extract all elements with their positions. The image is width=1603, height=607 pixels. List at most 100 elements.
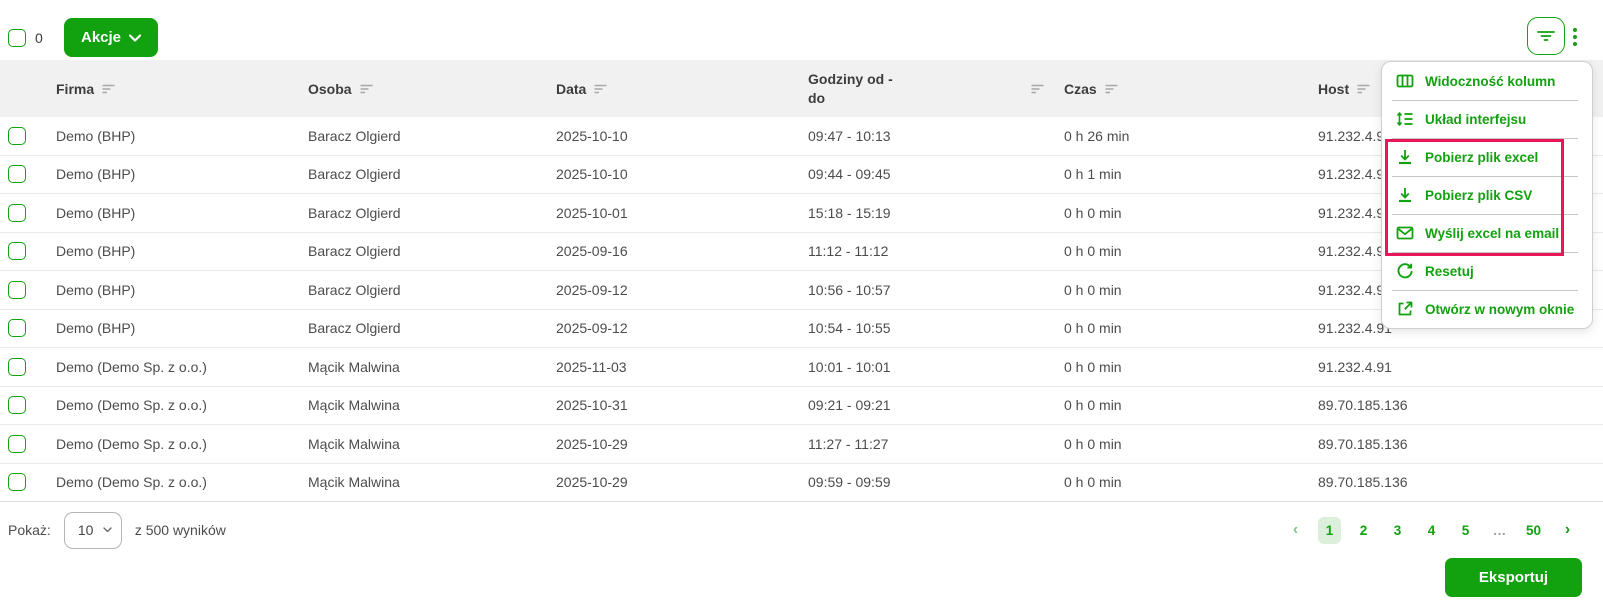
cell-firma: Demo (BHP) bbox=[56, 166, 136, 183]
download-icon bbox=[1399, 150, 1411, 165]
row-checkbox[interactable] bbox=[8, 280, 26, 299]
cell-osoba: Mącik Malwina bbox=[308, 358, 400, 375]
cell-firma: Demo (Demo Sp. z o.o.) bbox=[56, 435, 207, 452]
kebab-menu-button[interactable] bbox=[1568, 25, 1582, 49]
column-header-data[interactable]: Data bbox=[548, 81, 800, 97]
row-checkbox[interactable] bbox=[8, 126, 26, 145]
cell-czas: 0 h 0 min bbox=[1064, 243, 1122, 260]
cell-host: 91.232.4.91 bbox=[1318, 320, 1392, 337]
cell-data: 2025-10-31 bbox=[556, 397, 628, 414]
cell-osoba: Mącik Malwina bbox=[308, 474, 400, 491]
cell-godziny: 15:18 - 15:19 bbox=[808, 204, 891, 221]
cell-osoba: Baracz Olgierd bbox=[308, 127, 401, 144]
actions-button-label: Akcje bbox=[81, 29, 122, 46]
menu-item-label: Pobierz plik CSV bbox=[1425, 187, 1533, 203]
menu-item-column-visibility[interactable]: Widoczność kolumn bbox=[1382, 62, 1592, 100]
cell-osoba: Baracz Olgierd bbox=[308, 243, 401, 260]
table-header: Firma Osoba Data Godziny od - do Cza bbox=[0, 60, 1603, 117]
kebab-dot bbox=[1573, 28, 1577, 32]
pagination-page-1[interactable]: 1 bbox=[1318, 516, 1341, 544]
columns-icon bbox=[1396, 74, 1414, 88]
cell-godziny: 09:47 - 10:13 bbox=[808, 127, 891, 144]
row-checkbox[interactable] bbox=[8, 473, 26, 492]
pagination-page-50[interactable]: 50 bbox=[1522, 517, 1545, 544]
table-row: Demo (BHP) Baracz Olgierd 2025-10-10 09:… bbox=[0, 156, 1603, 194]
pagination-page-3[interactable]: 3 bbox=[1386, 517, 1409, 544]
cell-host: 91.232.4.91 bbox=[1318, 243, 1392, 260]
cell-data: 2025-09-16 bbox=[556, 243, 628, 260]
row-checkbox[interactable] bbox=[8, 242, 26, 261]
select-all-group: 0 bbox=[8, 29, 43, 47]
toolbar: 0 Akcje bbox=[0, 0, 1603, 60]
table-row: Demo (Demo Sp. z o.o.) Mącik Malwina 202… bbox=[0, 387, 1603, 425]
cell-data: 2025-10-10 bbox=[556, 166, 628, 183]
row-checkbox[interactable] bbox=[8, 203, 26, 222]
cell-host: 91.232.4.91 bbox=[1318, 127, 1392, 144]
pagination-prev-button[interactable]: ‹ bbox=[1284, 517, 1307, 544]
page-size-select[interactable]: 10 bbox=[63, 511, 122, 549]
filter-icon bbox=[1537, 31, 1555, 41]
menu-item-open-new-window[interactable]: Otwórz w nowym oknie bbox=[1382, 290, 1592, 328]
column-header-osoba[interactable]: Osoba bbox=[300, 81, 548, 97]
cell-firma: Demo (BHP) bbox=[56, 204, 136, 221]
menu-item-download-csv[interactable]: Pobierz plik CSV bbox=[1382, 176, 1592, 214]
filter-button[interactable] bbox=[1527, 17, 1565, 55]
column-header-czas[interactable]: Czas bbox=[1056, 81, 1310, 97]
column-label: Data bbox=[556, 80, 587, 97]
sort-icon bbox=[1357, 84, 1370, 93]
column-label: Host bbox=[1318, 80, 1350, 97]
row-checkbox[interactable] bbox=[8, 165, 26, 184]
menu-item-label: Układ interfejsu bbox=[1425, 111, 1527, 127]
menu-item-reset[interactable]: Resetuj bbox=[1382, 252, 1592, 290]
menu-item-label: Widoczność kolumn bbox=[1425, 73, 1556, 89]
menu-item-interface-layout[interactable]: Układ interfejsu bbox=[1382, 100, 1592, 138]
cell-firma: Demo (BHP) bbox=[56, 281, 136, 298]
cell-godziny: 10:56 - 10:57 bbox=[808, 281, 891, 298]
cell-czas: 0 h 0 min bbox=[1064, 435, 1122, 452]
table-row: Demo (Demo Sp. z o.o.) Mącik Malwina 202… bbox=[0, 348, 1603, 387]
row-checkbox[interactable] bbox=[8, 434, 26, 453]
cell-godziny: 09:21 - 09:21 bbox=[808, 397, 891, 414]
cell-czas: 0 h 0 min bbox=[1064, 204, 1122, 221]
menu-item-label: Otwórz w nowym oknie bbox=[1425, 301, 1575, 317]
refresh-icon bbox=[1397, 263, 1413, 279]
sort-icon bbox=[102, 84, 115, 93]
pagination-page-2[interactable]: 2 bbox=[1352, 517, 1375, 544]
row-checkbox[interactable] bbox=[8, 357, 26, 376]
selected-count: 0 bbox=[35, 30, 43, 46]
menu-item-send-excel-email[interactable]: Wyślij excel na email bbox=[1382, 214, 1592, 252]
table-body: Demo (BHP) Baracz Olgierd 2025-10-10 09:… bbox=[0, 117, 1603, 502]
column-header-host[interactable]: Host bbox=[1310, 81, 1603, 97]
pagination-next-button[interactable]: › bbox=[1556, 517, 1579, 544]
sort-icon bbox=[1031, 84, 1044, 93]
cell-godziny: 10:01 - 10:01 bbox=[808, 358, 891, 375]
row-checkbox[interactable] bbox=[8, 396, 26, 415]
kebab-dot bbox=[1573, 35, 1577, 39]
pagination-page-4[interactable]: 4 bbox=[1420, 517, 1443, 544]
export-button[interactable]: Eksportuj bbox=[1445, 558, 1582, 597]
cell-osoba: Mącik Malwina bbox=[308, 435, 400, 452]
sort-icon bbox=[1105, 84, 1118, 93]
select-all-checkbox[interactable] bbox=[8, 29, 26, 47]
row-checkbox[interactable] bbox=[8, 319, 26, 338]
menu-item-download-excel[interactable]: Pobierz plik excel bbox=[1382, 138, 1592, 176]
cell-czas: 0 h 0 min bbox=[1064, 281, 1122, 298]
column-header-firma[interactable]: Firma bbox=[48, 81, 300, 97]
external-link-icon bbox=[1398, 301, 1413, 316]
cell-godziny: 09:59 - 09:59 bbox=[808, 474, 891, 491]
cell-host: 89.70.185.136 bbox=[1318, 474, 1408, 491]
column-label: Firma bbox=[56, 80, 95, 97]
cell-godziny: 10:54 - 10:55 bbox=[808, 320, 891, 337]
table-row: Demo (Demo Sp. z o.o.) Mącik Malwina 202… bbox=[0, 464, 1603, 502]
chevron-down-icon bbox=[129, 33, 142, 42]
pagination-page-5[interactable]: 5 bbox=[1454, 517, 1477, 544]
column-label: Czas bbox=[1064, 80, 1097, 97]
table-row: Demo (BHP) Baracz Olgierd 2025-09-16 11:… bbox=[0, 233, 1603, 271]
cell-osoba: Baracz Olgierd bbox=[308, 320, 401, 337]
options-menu: Widoczność kolumn Układ interfejsu Pobie… bbox=[1381, 61, 1593, 329]
actions-button[interactable]: Akcje bbox=[64, 18, 159, 57]
cell-osoba: Baracz Olgierd bbox=[308, 166, 401, 183]
column-header-godziny[interactable]: Godziny od - do bbox=[800, 70, 1056, 108]
cell-data: 2025-09-12 bbox=[556, 320, 628, 337]
show-label: Pokaż: bbox=[8, 522, 51, 538]
